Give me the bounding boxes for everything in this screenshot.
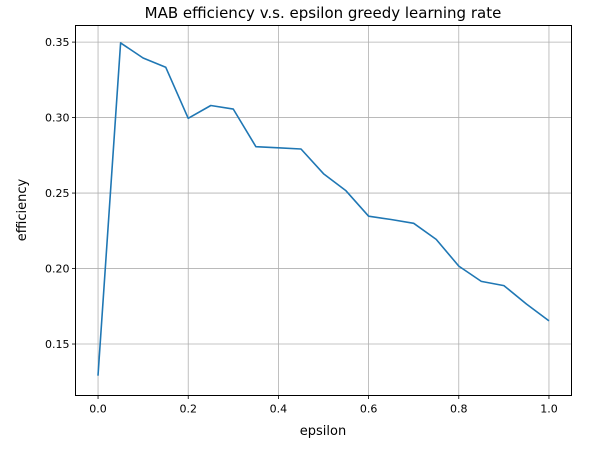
y-axis-label: efficiency: [15, 178, 30, 241]
series-line: [97, 42, 550, 376]
x-tick-label: 0.8: [450, 403, 468, 416]
x-tick-label: 0.2: [179, 403, 197, 416]
y-axis: 0.15 0.20 0.25 0.30 0.35: [45, 36, 76, 351]
y-tick-label: 0.15: [45, 338, 70, 351]
x-tick-label: 0.4: [270, 403, 288, 416]
x-tick-label: 1.0: [540, 403, 558, 416]
y-tick-label: 0.35: [45, 36, 70, 49]
x-tick-label: 0.6: [360, 403, 378, 416]
x-axis-label: epsilon: [300, 424, 346, 439]
grid: [75, 25, 572, 396]
x-axis: 0.0 0.2 0.4 0.6 0.8 1.0: [89, 395, 558, 416]
series-layer: [97, 42, 550, 376]
y-tick-label: 0.20: [45, 263, 70, 276]
chart-title: MAB efficiency v.s. epsilon greedy learn…: [145, 4, 502, 22]
y-tick-label: 0.25: [45, 187, 70, 200]
y-tick-label: 0.30: [45, 112, 70, 125]
x-tick-label: 0.0: [89, 403, 107, 416]
axes-frame: [75, 25, 572, 396]
